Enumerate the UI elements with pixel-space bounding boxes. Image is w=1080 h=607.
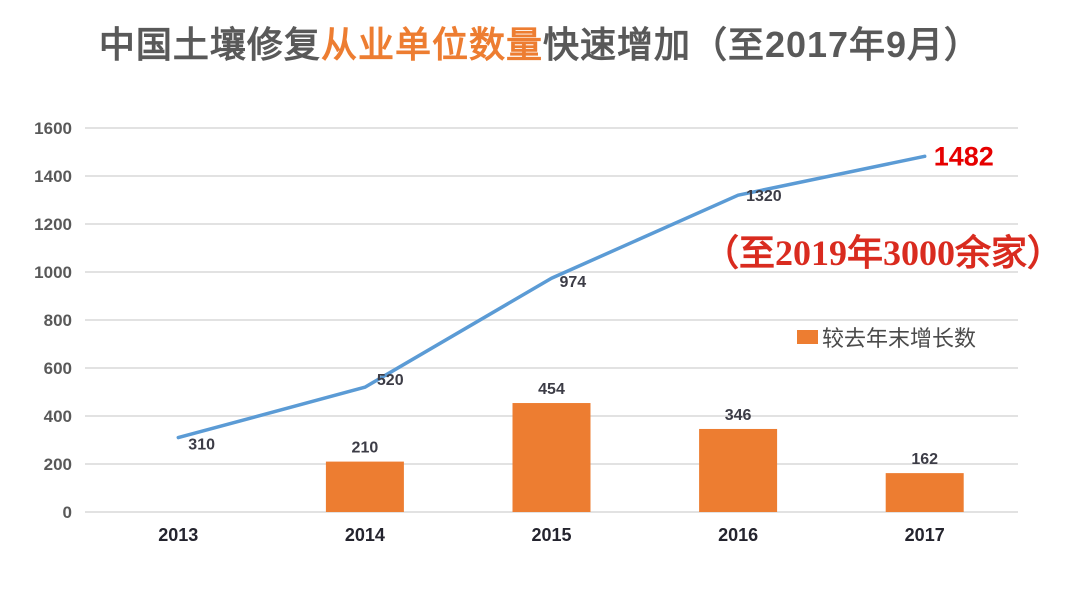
growth-bar	[326, 462, 404, 512]
x-axis-category-label: 2014	[345, 525, 385, 545]
bar-value-label: 346	[725, 407, 752, 424]
y-axis-tick-label: 1000	[34, 263, 72, 282]
legend-swatch-icon	[797, 330, 818, 344]
chart-svg: 0 200 400 600 800 1000 1200 1400 1600 2013 2014 201…	[0, 0, 1080, 607]
growth-bar	[513, 403, 591, 512]
y-axis-tick-label: 400	[44, 407, 72, 426]
y-axis-tick-label: 0	[63, 503, 72, 522]
y-axis-tick-label: 1200	[34, 215, 72, 234]
line-point-label: 1320	[746, 188, 782, 205]
bar-value-label: 210	[352, 440, 379, 457]
y-axis-tick-label: 200	[44, 455, 72, 474]
x-axis-category-label: 2017	[905, 525, 945, 545]
line-point-label: 310	[188, 437, 215, 454]
final-value-label: 1482	[934, 141, 994, 171]
bar-value-label: 454	[538, 381, 565, 398]
x-axis-category-label: 2015	[531, 525, 571, 545]
x-axis-category-label: 2013	[158, 525, 198, 545]
bar-value-label: 162	[911, 451, 938, 468]
y-axis-tick-label: 1400	[34, 167, 72, 186]
y-axis-tick-label: 1600	[34, 119, 72, 138]
y-axis-tick-label: 600	[44, 359, 72, 378]
growth-bar	[699, 429, 777, 512]
line-point-label: 974	[560, 274, 587, 291]
legend-label: 较去年末增长数	[822, 321, 976, 353]
line-point-label: 520	[377, 372, 404, 389]
annotation: （至2019年3000余家）	[700, 224, 1066, 276]
x-axis-category-label: 2016	[718, 525, 758, 545]
growth-bar	[886, 473, 964, 512]
slide: 中国土壤修复从业单位数量快速增加（至2017年9月） 0200400600800…	[0, 0, 1080, 607]
y-axis-tick-label: 800	[44, 311, 72, 330]
legend: 较去年末增长数	[797, 321, 976, 353]
